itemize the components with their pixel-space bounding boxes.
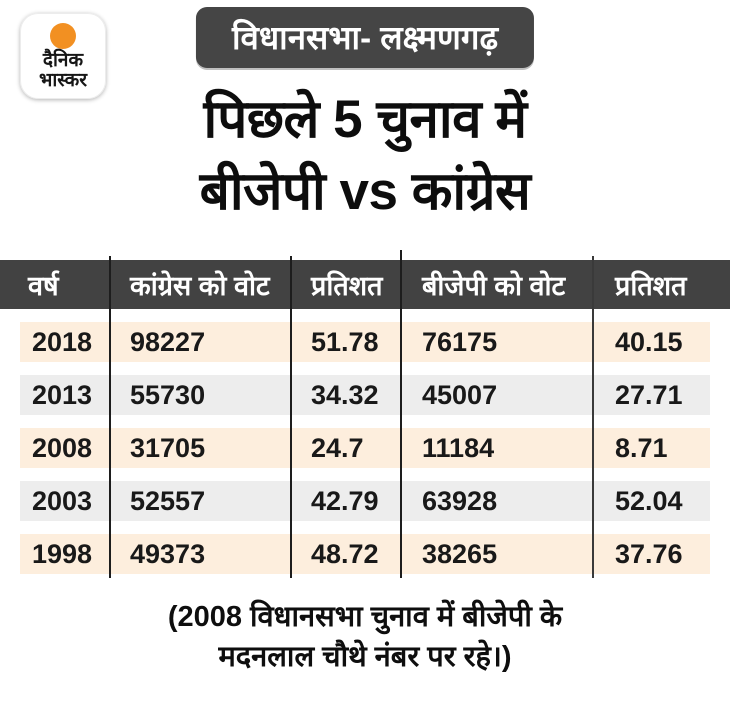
table-row: 1998 49373 48.72 38265 37.76 [20, 534, 710, 574]
cell-year: 2018 [32, 326, 93, 357]
logo-line-2: भास्कर [38, 70, 88, 91]
title-line-2: बीजेपी vs कांग्रेस [199, 162, 531, 221]
cell-bjp-votes: 38265 [422, 538, 498, 569]
cell-congress-votes: 55730 [130, 379, 206, 410]
cell-bjp-percent: 8.71 [615, 432, 668, 463]
table-header-row: वर्ष कांग्रेस को वोट प्रतिशत बीजेपी को व… [0, 260, 730, 309]
column-header-congress-votes: कांग्रेस को वोट [130, 271, 270, 301]
footnote-line-2: मदनलाल चौथे नंबर पर रहे।) [218, 641, 512, 673]
cell-bjp-votes: 63928 [422, 485, 498, 516]
footnote-line-1: (2008 विधानसभा चुनाव में बीजेपी के [167, 601, 563, 633]
cell-bjp-percent: 37.76 [615, 538, 683, 569]
column-header-bjp-percent: प्रतिशत [615, 271, 687, 301]
cell-congress-votes: 31705 [130, 432, 206, 463]
cell-congress-votes: 52557 [130, 485, 206, 516]
cell-year: 2008 [32, 432, 93, 463]
cell-congress-percent: 34.32 [311, 379, 379, 410]
cell-bjp-percent: 52.04 [615, 485, 683, 516]
column-header-bjp-votes: बीजेपी को वोट [422, 271, 566, 301]
cell-bjp-votes: 45007 [422, 379, 498, 410]
logo-line-1: दैनिक [42, 50, 84, 71]
title-line-1: पिछले 5 चुनाव में [203, 90, 527, 149]
column-divider [290, 256, 292, 578]
table-row: 2018 98227 51.78 76175 40.15 [20, 322, 710, 362]
table-body: 2018 98227 51.78 76175 40.15 2013 55730 … [20, 322, 710, 587]
column-divider [400, 250, 402, 578]
cell-year: 1998 [32, 538, 93, 569]
cell-congress-percent: 42.79 [311, 485, 379, 516]
cell-congress-percent: 48.72 [311, 538, 379, 569]
column-divider [109, 256, 111, 578]
footnote: (2008 विधानसभा चुनाव में बीजेपी के मदनला… [0, 597, 730, 677]
logo-text: दैनिक भास्कर [39, 51, 87, 91]
cell-congress-percent: 51.78 [311, 326, 379, 357]
cell-congress-percent: 24.7 [311, 432, 364, 463]
sun-dot-icon [50, 23, 76, 49]
cell-year: 2003 [32, 485, 93, 516]
table-row: 2003 52557 42.79 63928 52.04 [20, 481, 710, 521]
cell-year: 2013 [32, 379, 93, 410]
page-title: पिछले 5 चुनाव में बीजेपी vs कांग्रेस [0, 84, 730, 228]
cell-bjp-percent: 27.71 [615, 379, 683, 410]
cell-congress-votes: 98227 [130, 326, 206, 357]
column-header-year: वर्ष [28, 271, 59, 301]
table-row: 2013 55730 34.32 45007 27.71 [20, 375, 710, 415]
cell-bjp-votes: 76175 [422, 326, 498, 357]
cell-bjp-votes: 11184 [422, 432, 495, 463]
column-divider [592, 256, 594, 578]
cell-bjp-percent: 40.15 [615, 326, 683, 357]
table-row: 2008 31705 24.7 11184 8.71 [20, 428, 710, 468]
constituency-badge: विधानसभा- लक्ष्मणगढ़ [195, 7, 535, 68]
cell-congress-votes: 49373 [130, 538, 206, 569]
dainik-bhaskar-logo: दैनिक भास्कर [20, 13, 106, 99]
column-header-congress-percent: प्रतिशत [311, 271, 383, 301]
